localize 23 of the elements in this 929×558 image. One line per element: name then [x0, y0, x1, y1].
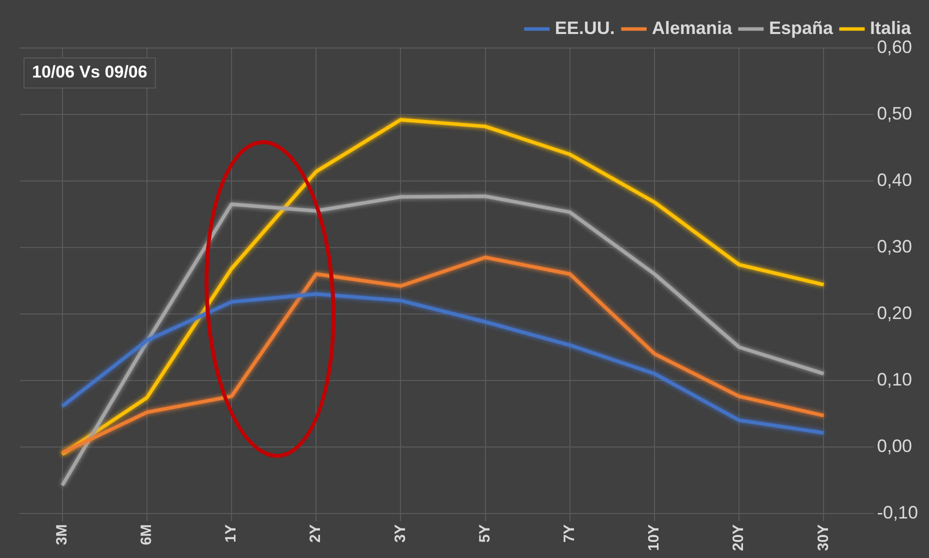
y-tick-label: 0,10 [876, 369, 912, 390]
y-tick-label: 0,30 [876, 236, 912, 256]
annotation: 10/06 Vs 09/06 [32, 62, 148, 82]
x-tick-label: 6M [138, 524, 156, 546]
y-tick-label: 0,00 [876, 436, 912, 456]
y-tick-label: -0,10 [876, 502, 918, 522]
x-tick-label: 5Y [476, 524, 494, 543]
legend-label: EE.UU. [554, 18, 615, 38]
y-tick-label: 0,40 [876, 170, 912, 190]
x-tick-label: 1Y [222, 524, 240, 543]
y-tick-label: 0,20 [876, 302, 912, 323]
y-tick-label: 0,50 [876, 103, 912, 124]
y-tick-label: 0,60 [876, 36, 912, 57]
legend-label: España [768, 18, 834, 38]
legend-label: Italia [870, 18, 912, 38]
x-tick-label: 30Y [814, 524, 832, 552]
x-tick-label: 3Y [392, 524, 409, 543]
x-tick-label: 20Y [730, 524, 748, 552]
x-tick-label: 2Y [307, 524, 324, 543]
legend-label: Alemania [652, 18, 733, 38]
x-tick-label: 3M [53, 524, 70, 546]
x-tick-label: 10Y [646, 524, 663, 552]
x-tick-label: 7Y [561, 524, 578, 543]
